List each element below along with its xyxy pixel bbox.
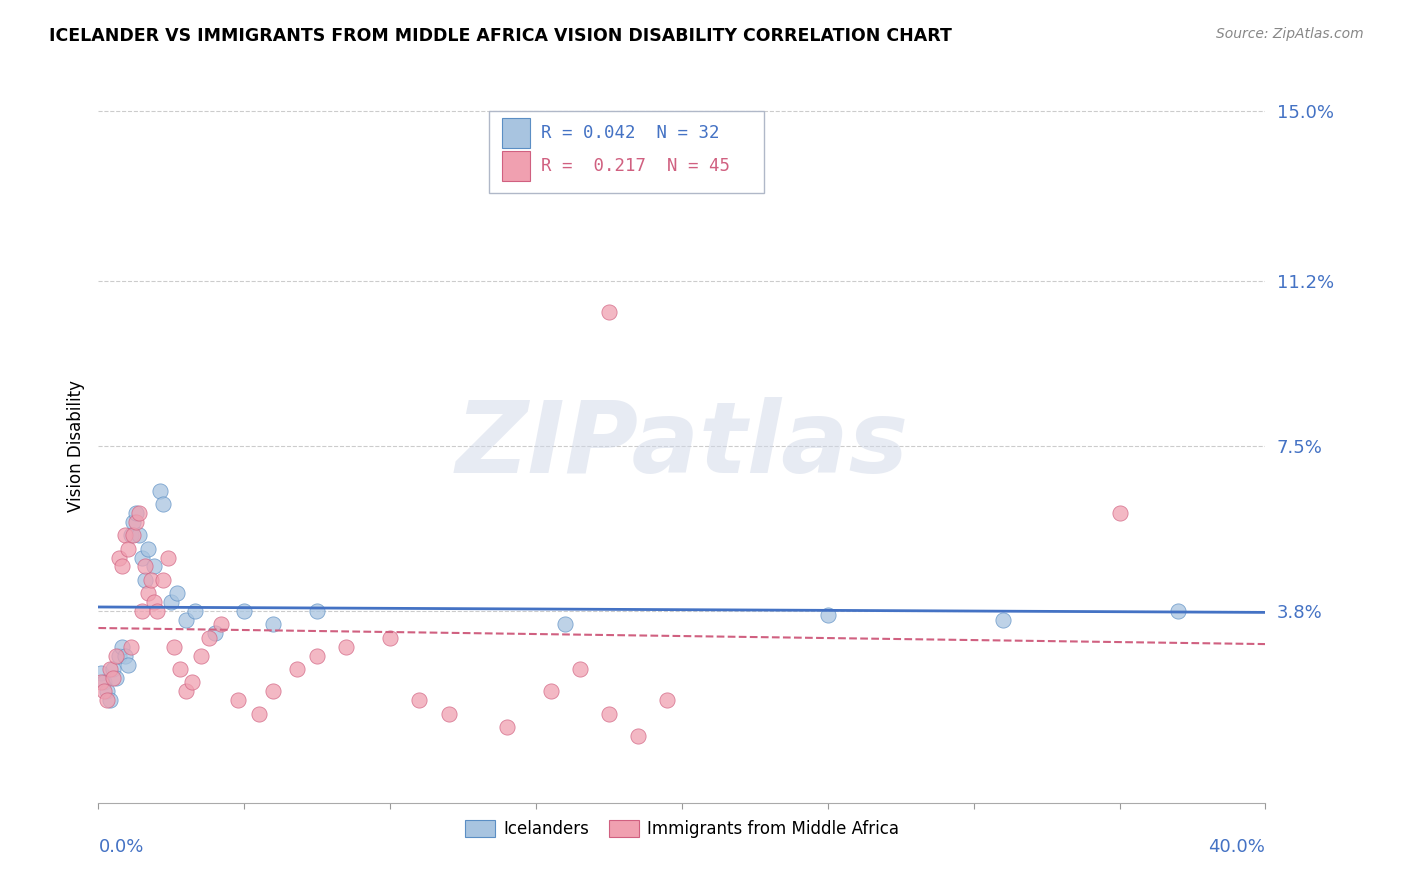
Point: [90, 666, 112, 681]
Point: [1167, 604, 1189, 618]
Point: [122, 515, 145, 529]
Point: [93, 684, 115, 698]
Point: [96, 693, 118, 707]
Point: [142, 595, 165, 609]
Point: [131, 604, 153, 618]
Point: [190, 648, 212, 663]
Point: [247, 706, 270, 721]
Point: [104, 648, 127, 663]
Point: [380, 631, 402, 645]
Point: [307, 604, 329, 618]
Point: [117, 541, 139, 556]
FancyBboxPatch shape: [502, 151, 530, 180]
Point: [142, 559, 165, 574]
Point: [991, 613, 1014, 627]
Point: [285, 662, 308, 676]
Point: [125, 515, 148, 529]
Text: R =  0.217  N = 45: R = 0.217 N = 45: [541, 157, 730, 175]
FancyBboxPatch shape: [489, 111, 763, 193]
Point: [152, 573, 174, 587]
Point: [152, 497, 174, 511]
Point: [228, 693, 250, 707]
Point: [108, 648, 131, 663]
Text: R = 0.042  N = 32: R = 0.042 N = 32: [541, 125, 720, 143]
Point: [149, 483, 172, 498]
Point: [101, 662, 124, 676]
Point: [174, 684, 197, 698]
Point: [1108, 506, 1130, 520]
Point: [101, 671, 124, 685]
Point: [114, 648, 136, 663]
Point: [437, 706, 460, 721]
Point: [111, 640, 134, 654]
Point: [568, 662, 591, 676]
Point: [262, 617, 284, 632]
Point: [180, 675, 202, 690]
Point: [598, 706, 620, 721]
Point: [139, 573, 162, 587]
Point: [136, 541, 159, 556]
Point: [163, 640, 186, 654]
Point: [198, 631, 221, 645]
Point: [174, 613, 197, 627]
Text: ICELANDER VS IMMIGRANTS FROM MIDDLE AFRICA VISION DISABILITY CORRELATION CHART: ICELANDER VS IMMIGRANTS FROM MIDDLE AFRI…: [49, 27, 952, 45]
Point: [125, 506, 148, 520]
Point: [134, 559, 156, 574]
Point: [540, 684, 562, 698]
Text: Source: ZipAtlas.com: Source: ZipAtlas.com: [1216, 27, 1364, 41]
Point: [128, 528, 150, 542]
Point: [108, 550, 131, 565]
Point: [157, 550, 180, 565]
Point: [136, 586, 159, 600]
Point: [128, 506, 150, 520]
Y-axis label: Vision Disability: Vision Disability: [66, 380, 84, 512]
Point: [408, 693, 430, 707]
Point: [96, 684, 118, 698]
Point: [204, 626, 226, 640]
Point: [169, 662, 191, 676]
FancyBboxPatch shape: [502, 119, 530, 148]
Point: [183, 604, 205, 618]
Point: [117, 657, 139, 672]
Legend: Icelanders, Immigrants from Middle Africa: Icelanders, Immigrants from Middle Afric…: [458, 813, 905, 845]
Point: [134, 573, 156, 587]
Point: [627, 729, 650, 743]
Point: [657, 693, 679, 707]
Point: [114, 528, 136, 542]
Point: [122, 528, 145, 542]
Point: [209, 617, 232, 632]
Point: [131, 550, 153, 565]
Text: ZIPatlas: ZIPatlas: [456, 398, 908, 494]
Point: [120, 528, 142, 542]
Point: [160, 595, 183, 609]
Point: [146, 604, 169, 618]
Point: [90, 675, 112, 690]
Point: [98, 662, 121, 676]
Point: [120, 640, 142, 654]
Point: [262, 684, 284, 698]
Point: [554, 617, 576, 632]
Point: [496, 720, 519, 734]
Point: [93, 675, 115, 690]
Point: [233, 604, 256, 618]
Point: [817, 608, 839, 623]
Point: [98, 693, 121, 707]
Point: [598, 305, 620, 319]
Point: [104, 671, 127, 685]
Point: [166, 586, 188, 600]
Text: 0.0%: 0.0%: [98, 838, 143, 856]
Point: [335, 640, 357, 654]
Point: [111, 559, 134, 574]
Text: 40.0%: 40.0%: [1209, 838, 1265, 856]
Point: [307, 648, 329, 663]
